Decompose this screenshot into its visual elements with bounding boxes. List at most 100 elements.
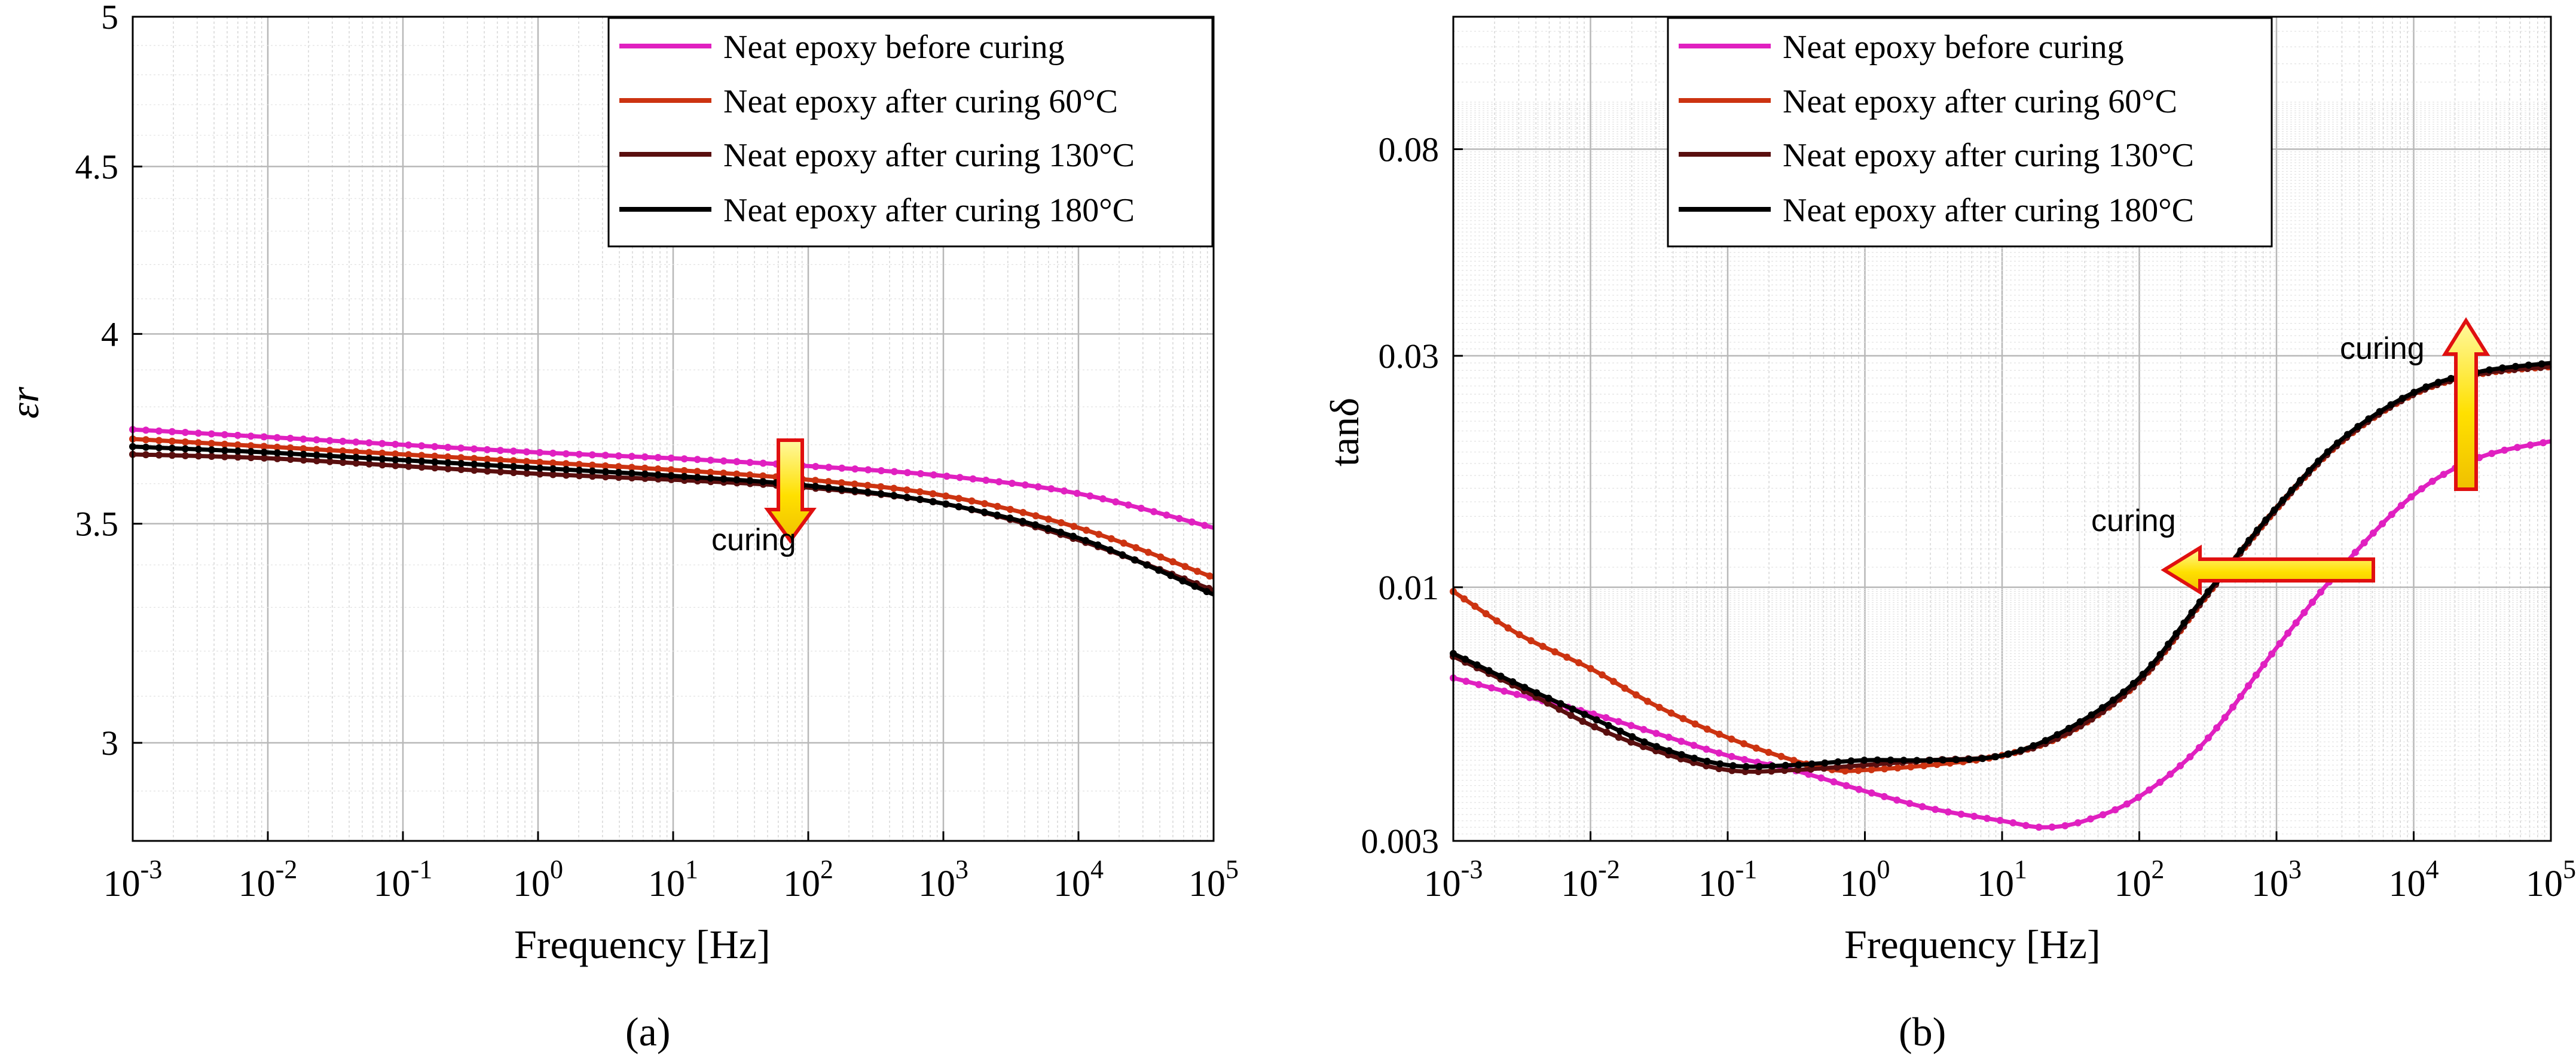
data-point — [2229, 703, 2236, 711]
data-point — [1144, 548, 1152, 556]
data-point — [2365, 415, 2373, 423]
legend: Neat epoxy before curing Neat epoxy after… — [607, 17, 1214, 248]
data-point — [431, 464, 439, 472]
data-point — [2260, 661, 2268, 669]
data-point — [2434, 379, 2442, 386]
data-point — [930, 471, 937, 478]
tick-exponent: 5 — [2563, 855, 2576, 884]
data-point — [2065, 724, 2073, 732]
data-point — [877, 490, 885, 498]
data-point — [2123, 800, 2131, 808]
data-point — [1640, 725, 1648, 733]
data-point — [1124, 501, 1132, 509]
series-group — [1450, 360, 2552, 831]
data-point — [1855, 785, 1863, 793]
data-point — [1070, 523, 1078, 530]
data-point — [1515, 631, 1523, 639]
data-point — [155, 451, 163, 459]
data-point — [2148, 661, 2156, 669]
data-point — [378, 455, 386, 463]
x-tick-label: 101 — [1977, 855, 2027, 904]
data-point — [1591, 723, 1599, 731]
data-point — [2061, 822, 2069, 830]
data-point — [182, 452, 189, 459]
x-tick-labels: 10-3 10-2 10-1 100 101 102 103 104 105 — [103, 831, 1239, 904]
data-point — [2276, 640, 2284, 648]
data-point — [2088, 711, 2095, 719]
data-point — [181, 429, 189, 436]
data-point — [563, 471, 570, 479]
data-point — [1913, 757, 1921, 764]
data-point — [549, 465, 557, 472]
data-point — [1593, 716, 1600, 724]
data-point — [2292, 619, 2300, 627]
data-point — [181, 438, 189, 446]
data-point — [221, 453, 228, 461]
tick-exponent: 3 — [955, 855, 968, 884]
data-point — [1874, 756, 1881, 764]
data-point — [2166, 770, 2174, 778]
y-tick-label: 5 — [101, 0, 118, 36]
data-point — [470, 461, 478, 468]
data-point — [2410, 389, 2418, 396]
data-point — [1047, 485, 1055, 493]
data-point — [1617, 727, 1624, 735]
x-tick-label: 10-1 — [1698, 855, 1758, 904]
legend-entry: Neat epoxy after curing 130°C — [723, 137, 1135, 174]
data-point — [2196, 744, 2203, 751]
data-point — [1893, 796, 1901, 804]
tick-base: 10 — [103, 864, 140, 904]
data-point — [733, 458, 741, 465]
data-point — [878, 467, 885, 474]
data-point — [1777, 752, 1785, 760]
data-point — [2398, 395, 2406, 403]
y-tick-label: 0.08 — [1379, 130, 1440, 169]
data-point — [1615, 718, 1622, 725]
data-point — [1150, 508, 1158, 516]
data-point — [1655, 703, 1663, 711]
data-point — [1021, 481, 1029, 489]
data-point — [2317, 588, 2324, 596]
data-point — [1107, 535, 1115, 542]
data-point — [1073, 489, 1081, 497]
data-point — [680, 472, 688, 480]
data-point — [1058, 519, 1065, 526]
y-tick-label: 3 — [101, 724, 118, 763]
data-point — [1944, 808, 1952, 816]
data-point — [207, 440, 215, 447]
data-point — [1155, 566, 1163, 574]
data-point — [510, 447, 517, 455]
data-point — [2369, 529, 2377, 537]
data-point — [234, 447, 242, 455]
tick-exponent: -1 — [411, 855, 433, 884]
data-point — [615, 463, 622, 471]
data-point — [2351, 548, 2359, 556]
data-point — [1653, 743, 1661, 751]
data-point — [2129, 679, 2137, 687]
data-point — [733, 476, 741, 484]
data-point — [1808, 760, 1816, 768]
data-point — [1755, 763, 1763, 770]
data-point — [1652, 730, 1660, 737]
data-point — [955, 495, 962, 502]
data-point — [2177, 762, 2184, 770]
annotations: curing — [711, 438, 817, 557]
data-point — [1860, 757, 1868, 764]
data-point — [903, 486, 910, 494]
tick-base: 10 — [2389, 864, 2426, 904]
data-point — [2245, 682, 2252, 690]
tick-exponent: -2 — [1598, 855, 1620, 884]
data-point — [536, 464, 543, 472]
data-point — [693, 456, 701, 464]
data-point — [2204, 588, 2212, 596]
data-point — [2418, 485, 2425, 493]
data-point — [589, 472, 597, 480]
data-point — [2284, 629, 2292, 637]
data-point — [418, 452, 426, 459]
data-point — [2156, 779, 2164, 786]
data-point — [1533, 689, 1541, 697]
data-point — [1900, 757, 1908, 764]
data-point — [2054, 731, 2061, 739]
x-tick-label: 105 — [1188, 855, 1239, 904]
